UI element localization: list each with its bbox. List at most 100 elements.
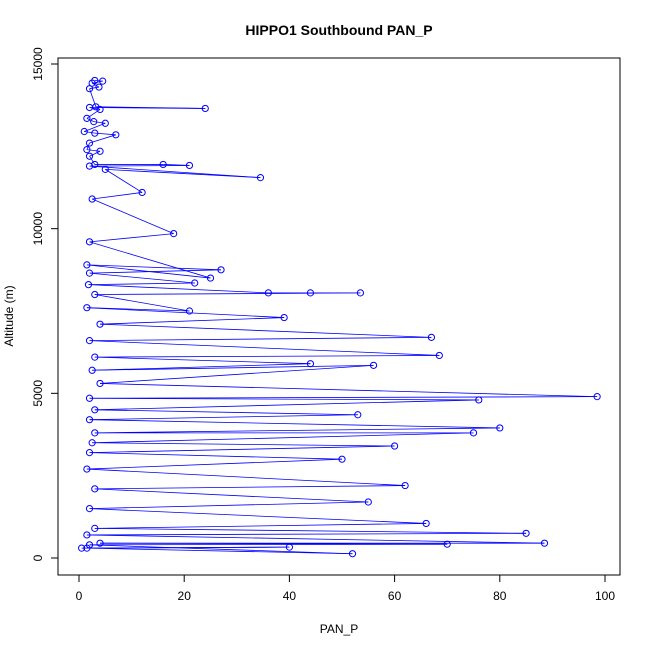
data-point xyxy=(96,147,104,155)
series-line-segment xyxy=(94,427,500,434)
series-line-segment xyxy=(89,340,440,356)
data-point xyxy=(85,337,94,345)
data-point xyxy=(85,152,94,160)
series-line-segment xyxy=(89,155,96,165)
series-line-segment xyxy=(89,508,427,524)
series-line-segment xyxy=(86,534,545,544)
data-point xyxy=(96,379,104,388)
data-point xyxy=(356,289,365,297)
chart-title: HIPPO1 Southbound PAN_P xyxy=(245,22,432,38)
series-line-segment xyxy=(93,121,106,124)
series-line-segment xyxy=(92,363,311,371)
data-point xyxy=(83,114,91,122)
data-point xyxy=(80,127,88,136)
series-line-segment xyxy=(89,544,353,555)
data-point xyxy=(264,289,272,297)
data-point xyxy=(84,281,93,289)
data-point xyxy=(391,442,399,450)
data-point xyxy=(88,195,96,203)
data-point xyxy=(95,83,103,91)
series-line-segment xyxy=(94,488,369,503)
series-line-segment xyxy=(94,292,361,295)
data-point xyxy=(101,165,109,173)
data-point xyxy=(338,455,346,463)
data-point xyxy=(88,79,96,87)
data-point xyxy=(112,131,120,139)
data-point xyxy=(91,524,99,532)
data-point xyxy=(159,160,167,169)
series-layer xyxy=(78,76,601,558)
data-point xyxy=(306,360,315,368)
data-point xyxy=(83,261,91,269)
x-axis-ticks: 0 20 40 60 80 100 xyxy=(76,575,615,603)
series-line-segment xyxy=(94,409,358,416)
y-tick-label: 5000 xyxy=(31,380,45,407)
data-point xyxy=(101,119,109,127)
series-line-segment xyxy=(86,468,406,486)
y-tick-label: 15000 xyxy=(31,47,45,81)
series-line-segment xyxy=(86,547,353,555)
series-line-segment xyxy=(92,432,474,444)
x-tick-label: 80 xyxy=(493,589,507,603)
series-line-segment xyxy=(89,272,195,284)
series-line-segment xyxy=(100,323,432,338)
series-line-segment xyxy=(89,150,101,157)
data-point xyxy=(85,505,94,513)
series-line-segment xyxy=(91,82,100,88)
series-line-segment xyxy=(88,284,269,294)
series-line-segment xyxy=(94,523,427,529)
series-line-segment xyxy=(92,442,395,447)
x-axis-label: PAN_P xyxy=(320,622,358,636)
y-axis-ticks: 0 5000 10000 15000 xyxy=(31,47,58,561)
series-line-segment xyxy=(100,317,285,325)
series-line-segment xyxy=(89,419,500,429)
series-line-segment xyxy=(88,282,195,286)
data-point xyxy=(496,424,504,432)
series-line-segment xyxy=(81,546,290,549)
data-point xyxy=(96,320,104,328)
data-point xyxy=(88,439,96,447)
data-point xyxy=(185,161,194,170)
series-line-segment xyxy=(86,458,343,470)
series-line-segment xyxy=(91,198,174,234)
series-line-segment xyxy=(89,396,598,399)
series-line-segment xyxy=(89,241,211,279)
data-point xyxy=(217,266,225,274)
series-line-segment xyxy=(86,307,285,318)
data-point xyxy=(201,104,209,113)
data-point xyxy=(83,544,91,552)
data-point xyxy=(138,188,146,197)
data-point xyxy=(206,274,215,282)
series-line-segment xyxy=(89,269,222,274)
y-axis-label: Altitude (m) xyxy=(2,285,16,346)
data-point xyxy=(85,85,94,93)
data-point xyxy=(91,429,99,437)
series-line-segment xyxy=(94,527,527,534)
data-point xyxy=(83,146,91,154)
data-point xyxy=(475,396,483,404)
data-point xyxy=(96,105,104,114)
data-point xyxy=(170,230,178,238)
data-point xyxy=(85,449,94,457)
data-point xyxy=(91,160,99,169)
data-point xyxy=(443,540,451,548)
series-line-segment xyxy=(86,117,94,122)
x-tick-label: 0 xyxy=(76,589,83,603)
series-line-segment xyxy=(89,501,369,509)
data-point xyxy=(354,411,362,419)
data-point xyxy=(401,481,409,490)
data-point xyxy=(85,269,94,277)
data-point xyxy=(99,77,107,85)
series-line-segment xyxy=(86,149,101,152)
series-line-segment xyxy=(89,397,479,401)
data-point xyxy=(91,129,99,137)
series-line-segment xyxy=(84,122,106,132)
data-point xyxy=(78,544,86,552)
y-tick-label: 0 xyxy=(31,554,45,561)
data-point xyxy=(85,139,94,147)
data-point xyxy=(348,550,357,558)
series-line-segment xyxy=(86,109,101,119)
series-line-segment xyxy=(89,107,206,109)
series-line-segment xyxy=(84,131,95,134)
